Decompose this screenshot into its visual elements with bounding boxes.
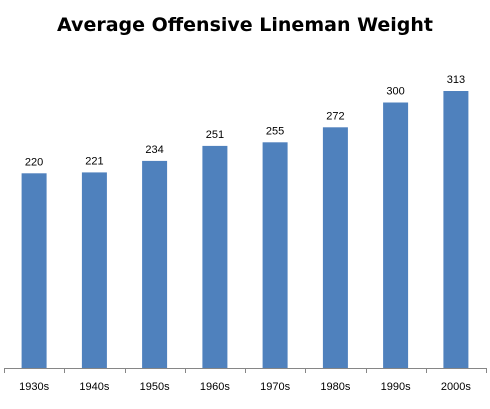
x-tick-label-1950s: 1950s	[140, 381, 170, 393]
data-label-1960s: 251	[206, 129, 224, 141]
x-tick-label-2000s: 2000s	[441, 381, 471, 393]
bar-1930s	[21, 173, 47, 368]
x-ticks-group	[4, 368, 487, 373]
x-tick-label-1980s: 1980s	[320, 381, 350, 393]
data-label-1990s: 300	[386, 86, 404, 98]
bar-1960s	[202, 145, 228, 368]
bar-1970s	[262, 142, 288, 368]
bar-2000s	[443, 91, 469, 368]
bars-group	[21, 91, 469, 368]
data-label-1950s: 234	[145, 144, 163, 156]
x-tick-label-1930s: 1930s	[19, 381, 49, 393]
bar-1950s	[142, 160, 168, 368]
x-tick-label-1960s: 1960s	[200, 381, 230, 393]
bar-1940s	[81, 172, 107, 368]
data-label-1930s: 220	[25, 156, 43, 168]
data-labels-group: 220 221 234 251 255 272 300 313	[25, 74, 465, 168]
bar-1990s	[383, 102, 409, 368]
x-tick-label-1990s: 1990s	[381, 381, 411, 393]
data-label-2000s: 313	[447, 74, 465, 86]
x-tick-labels-group: 1930s 1940s 1950s 1960s 1970s 1980s 1990s 2000s	[19, 381, 471, 393]
data-label-1940s: 221	[85, 155, 103, 167]
data-label-1980s: 272	[326, 110, 344, 122]
data-label-1970s: 255	[266, 125, 284, 137]
bar-1980s	[322, 127, 348, 368]
chart-title: Average Offensive Lineman Weight	[57, 14, 433, 36]
x-tick-label-1970s: 1970s	[260, 381, 290, 393]
x-tick-label-1940s: 1940s	[79, 381, 109, 393]
